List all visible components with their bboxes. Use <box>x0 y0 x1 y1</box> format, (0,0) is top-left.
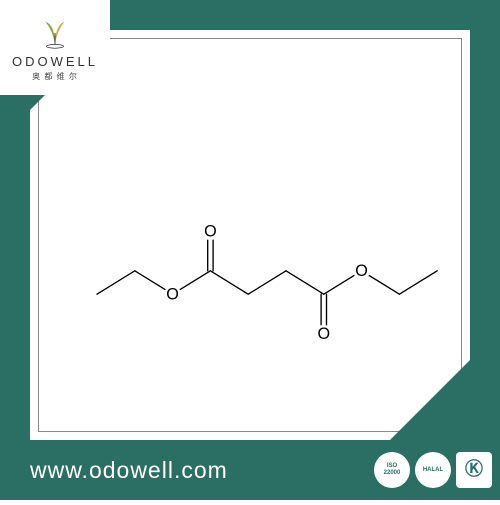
svg-text:O: O <box>355 262 368 280</box>
svg-text:O: O <box>204 223 217 241</box>
certification-badges: ISO 22000HALALⓀ <box>374 452 492 488</box>
cert-badge: Ⓚ <box>456 452 492 488</box>
product-card-frame: O O O O ODOWELL 奥 都 维 尔 www.odowell.com ISO… <box>0 0 500 500</box>
leaf-icon <box>36 14 74 52</box>
website-url[interactable]: www.odowell.com <box>30 457 374 484</box>
svg-text:O: O <box>166 286 179 304</box>
brand-name: ODOWELL <box>12 54 98 69</box>
chemical-structure: O O O O <box>70 170 466 350</box>
corner-cut-bottom-right <box>390 330 500 440</box>
footer-bar: www.odowell.com ISO 22000HALALⓀ <box>0 440 500 500</box>
brand-sub: 奥 都 维 尔 <box>32 71 78 82</box>
cert-badge: HALAL <box>415 452 451 488</box>
brand-logo-badge: ODOWELL 奥 都 维 尔 <box>0 0 110 95</box>
svg-text:O: O <box>318 325 331 343</box>
cert-badge: ISO 22000 <box>374 452 410 488</box>
